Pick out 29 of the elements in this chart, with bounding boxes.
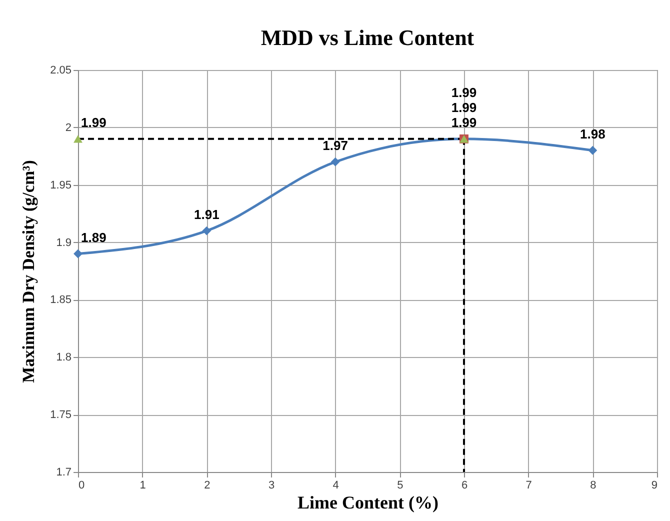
y-tick-label: 1.95 <box>50 179 72 192</box>
x-tick-label: 8 <box>590 480 596 492</box>
data-label: 1.99 <box>451 100 477 115</box>
x-tick-label: 3 <box>268 480 275 492</box>
data-label: 1.97 <box>322 138 348 153</box>
y-tick-label: 1.8 <box>56 352 72 364</box>
x-tick-label: 4 <box>332 480 339 492</box>
y-axis-title: Maximum Dry Density (g/cm³) <box>19 160 38 383</box>
y-tick-label: 1.7 <box>56 466 72 478</box>
data-label: 1.89 <box>81 230 106 245</box>
x-tick-label: 6 <box>461 480 468 492</box>
data-label: 1.91 <box>194 206 220 222</box>
y-tick-label: 1.75 <box>50 409 72 422</box>
y-tick-label: 1.85 <box>50 294 72 306</box>
x-tick-label: 1 <box>140 480 146 492</box>
data-label: 1.98 <box>580 126 606 142</box>
x-tick-label: 0 <box>78 480 85 492</box>
y-tick-label: 1.9 <box>56 236 72 249</box>
data-label: 1.99 <box>451 84 477 100</box>
chart-title: MDD vs Lime Content <box>260 25 475 50</box>
x-tick-label: 7 <box>526 480 532 492</box>
y-tick-label: 2 <box>65 122 72 134</box>
x-axis-title: Lime Content (%) <box>298 492 438 512</box>
data-label: 1.99 <box>81 114 106 130</box>
x-tick-label: 2 <box>204 480 210 492</box>
x-tick-label: 5 <box>397 480 404 492</box>
data-label: 1.99 <box>451 114 477 130</box>
y-tick-label: 2.05 <box>50 64 72 76</box>
x-tick-label: 9 <box>651 480 658 492</box>
